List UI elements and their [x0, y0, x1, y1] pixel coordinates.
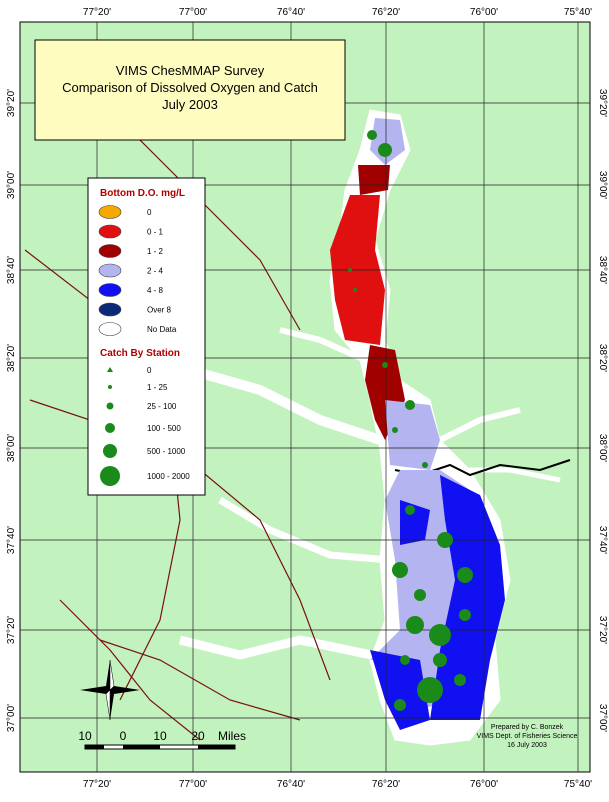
legend-label: 2 - 4 — [147, 267, 164, 276]
river — [218, 496, 391, 564]
longitude-label: 76°40' — [277, 779, 305, 790]
legend-symbol — [108, 385, 112, 389]
river — [178, 635, 396, 665]
legend-label: 500 - 1000 — [147, 447, 186, 456]
legend-swatch — [98, 263, 122, 278]
legend-swatch — [98, 302, 122, 317]
legend-label: 0 - 1 — [147, 228, 164, 237]
longitude-label: 76°00' — [470, 7, 498, 18]
credit: VIMS Dept. of Fisheries Science — [477, 733, 578, 740]
legend-label: 0 — [147, 208, 152, 217]
longitude-label: 75°40' — [564, 779, 592, 790]
legend-swatch — [98, 322, 122, 336]
legend-label: 4 - 8 — [147, 286, 164, 295]
legend-label: 1 - 25 — [147, 383, 168, 392]
title-box: VIMS ChesMMAP Survey Comparison of Disso… — [34, 39, 346, 141]
credit: 16 July 2003 — [507, 742, 547, 749]
legend: Bottom D.O. mg/L Catch By Station 0 0 - 1… — [87, 177, 206, 496]
latitude-label: 38°00' — [6, 434, 17, 462]
latitude-label: 37°20' — [6, 616, 17, 644]
latitude-label: 37°00' — [597, 704, 608, 732]
latitude-label: 37°00' — [6, 704, 17, 732]
latitude-label: 38°40' — [6, 256, 17, 284]
title-line: VIMS ChesMMAP Survey — [116, 63, 265, 78]
latitude-label: 38°20' — [597, 344, 608, 372]
latitude-label: 37°40' — [6, 526, 17, 554]
longitude-label: 77°20' — [83, 7, 111, 18]
legend-symbol — [100, 466, 120, 486]
longitude-label: 76°40' — [277, 7, 305, 18]
river — [438, 407, 521, 443]
legend-label: 25 - 100 — [147, 402, 177, 411]
river — [279, 327, 367, 363]
legend-symbol — [106, 402, 114, 410]
longitude-label: 76°20' — [372, 7, 400, 18]
latitude-label: 38°20' — [6, 344, 17, 372]
scale-label: 10 — [78, 729, 92, 743]
credits: Prepared by C. Bonzek VIMS Dept. of Fish… — [477, 724, 578, 749]
latitude-label: 39°20' — [6, 89, 17, 117]
legend-label: 100 - 500 — [147, 424, 181, 433]
latitude-label: 37°20' — [597, 616, 608, 644]
legend-label: Over 8 — [147, 306, 172, 315]
scale-bar: 10 0 10 20 Miles — [78, 729, 246, 750]
longitude-label: 75°40' — [564, 7, 592, 18]
latitude-label: 37°40' — [597, 526, 608, 554]
legend-swatch — [98, 205, 122, 219]
legend-symbol — [103, 444, 117, 458]
latitude-label: 39°00' — [6, 171, 17, 199]
longitude-label: 77°20' — [83, 779, 111, 790]
longitude-label: 77°00' — [179, 779, 207, 790]
legend-symbol — [107, 367, 113, 372]
stations — [348, 130, 473, 711]
credit: Prepared by C. Bonzek — [491, 724, 564, 731]
latitude-label: 39°00' — [597, 171, 608, 199]
legend-title: Catch By Station — [100, 348, 180, 359]
legend-label: 1000 - 2000 — [147, 472, 190, 481]
longitude-label: 76°00' — [470, 779, 498, 790]
title-line: Comparison of Dissolved Oxygen and Catch — [62, 80, 318, 95]
latitude-label: 39°20' — [597, 89, 608, 117]
title-line: July 2003 — [162, 97, 218, 112]
legend-symbol — [105, 423, 115, 433]
latitude-label: 38°00' — [597, 434, 608, 462]
scale-unit: Miles — [218, 729, 246, 743]
scale-label: 20 — [191, 729, 205, 743]
scale-label: 10 — [153, 729, 167, 743]
legend-swatch — [98, 224, 122, 239]
longitude-label: 76°20' — [372, 779, 400, 790]
legend-label: 0 — [147, 366, 152, 375]
legend-label: No Data — [147, 325, 177, 334]
compass — [80, 659, 140, 721]
legend-label: 1 - 2 — [147, 247, 164, 256]
legend-title: Bottom D.O. mg/L — [100, 188, 185, 199]
river — [460, 467, 561, 483]
scale-label: 0 — [120, 729, 127, 743]
legend-swatch — [98, 244, 122, 258]
latitude-label: 38°40' — [597, 256, 608, 284]
legend-swatch — [98, 283, 122, 297]
longitude-label: 77°00' — [179, 7, 207, 18]
